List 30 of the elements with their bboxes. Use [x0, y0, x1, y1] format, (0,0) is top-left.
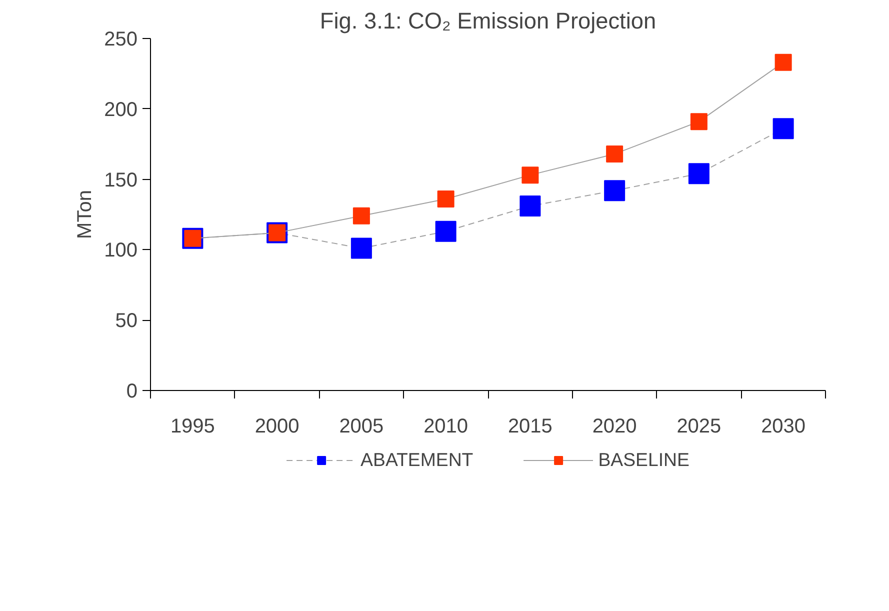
- legend-label: BASELINE: [598, 449, 690, 471]
- point: [606, 145, 624, 162]
- y-axis-title: MTon: [74, 190, 96, 239]
- point: [522, 166, 539, 184]
- point: [688, 163, 710, 184]
- x-tick-label: 1995: [170, 416, 215, 438]
- chart-title: Fig. 3.1: CO₂ Emission Projection: [320, 8, 656, 34]
- point: [690, 113, 708, 130]
- point: [772, 118, 794, 140]
- y-tick-label: 250: [104, 28, 138, 50]
- y-tick-label: 0: [126, 380, 138, 402]
- point: [774, 54, 792, 71]
- x-tick-label: 2030: [761, 416, 806, 438]
- y-tick-label: 150: [104, 169, 138, 192]
- legend-label: ABATEMENT: [360, 449, 474, 471]
- x-tick-label: 2000: [254, 416, 300, 438]
- x-tick-label: 2025: [676, 416, 722, 438]
- point: [352, 207, 370, 224]
- x-tick-label: 2020: [592, 416, 637, 438]
- point: [437, 190, 454, 208]
- point: [604, 180, 626, 202]
- x-tick-label: 2015: [508, 416, 552, 438]
- y-tick-label: 100: [104, 240, 138, 262]
- point: [435, 220, 456, 242]
- y-tick-label: 200: [104, 98, 138, 121]
- x-tick-label: 2005: [339, 416, 384, 438]
- point: [520, 196, 541, 217]
- y-tick-label: 50: [115, 310, 138, 332]
- point: [350, 238, 372, 259]
- x-tick-label: 2010: [424, 416, 468, 438]
